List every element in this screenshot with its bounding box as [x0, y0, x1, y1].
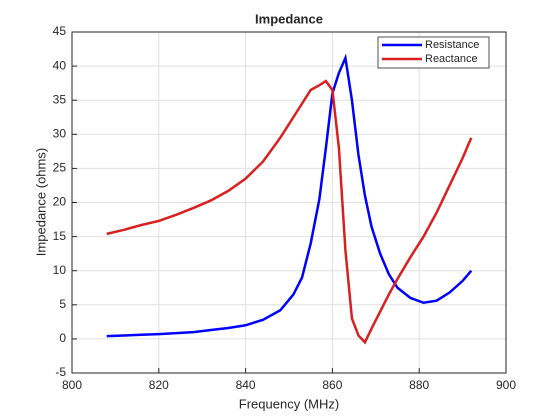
series-line: [106, 79, 473, 345]
chart-title: Impedance: [255, 11, 323, 26]
y-tick-label: 30: [53, 126, 67, 140]
legend-box: [377, 36, 490, 69]
y-tick-label: 10: [53, 263, 67, 277]
y-tick-label: -5: [55, 365, 66, 379]
series-line: [106, 53, 473, 338]
y-tick-label: 25: [53, 161, 67, 175]
legend: Resistance Reactance: [377, 36, 490, 69]
y-tick-label: 5: [59, 297, 66, 311]
y-tick-label: 15: [53, 229, 67, 243]
legend-label: Resistance: [425, 39, 479, 51]
y-tick-label: 20: [53, 195, 67, 209]
x-tick-label: 820: [149, 378, 169, 392]
x-tick-label: 840: [236, 378, 256, 392]
legend-label: Reactance: [425, 53, 478, 65]
axes-box: [71, 31, 507, 374]
x-tick-label: 900: [496, 378, 516, 392]
y-axis-label: Impedance (ohms): [33, 148, 48, 256]
y-tick-label: 35: [53, 92, 67, 106]
x-tick-label: 880: [409, 378, 429, 392]
x-tick-label: 800: [62, 378, 82, 392]
x-axis-label: Frequency (MHz): [239, 396, 339, 411]
x-tick-label: 860: [322, 378, 342, 392]
y-tick-label: 0: [59, 331, 66, 345]
y-tick-label: 40: [53, 58, 67, 72]
y-tick-label: 45: [53, 24, 67, 38]
